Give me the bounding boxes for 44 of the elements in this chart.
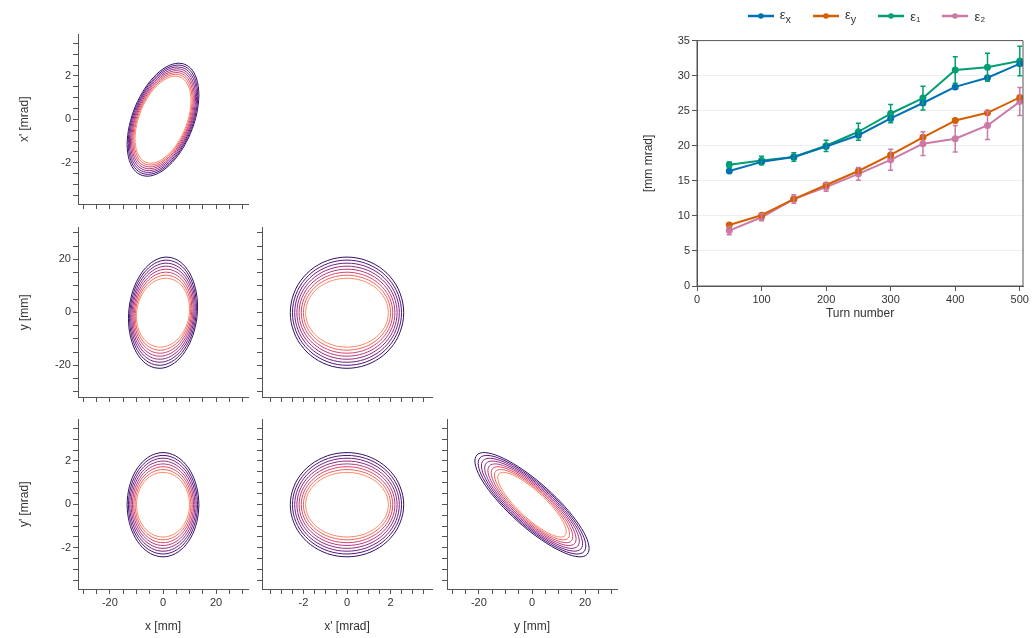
x-axis-title: y [mm] bbox=[514, 619, 550, 634]
x-tick-label: 300 bbox=[881, 292, 900, 305]
y-tick-label: 20 bbox=[677, 138, 690, 151]
y-tick-label: 5 bbox=[683, 243, 690, 256]
y-tick-label: 10 bbox=[677, 208, 690, 221]
y-tick-label: 0 bbox=[683, 279, 690, 292]
y-tick-label: 35 bbox=[677, 33, 690, 46]
x-tick-label: 400 bbox=[946, 292, 965, 305]
y-tick-label: 0 bbox=[64, 305, 71, 318]
x-tick-label: 20 bbox=[579, 595, 592, 608]
y-tick-label: 0 bbox=[64, 497, 71, 510]
x-axis-title: x' [mrad] bbox=[324, 619, 370, 634]
y-axis-title: [mm mrad] bbox=[640, 134, 655, 192]
x-tick-label: 500 bbox=[1010, 292, 1029, 305]
x-tick-label: -2 bbox=[298, 595, 309, 608]
y-tick-label: 2 bbox=[64, 68, 71, 81]
legend-label: ε₂ bbox=[974, 8, 986, 24]
y-tick-label: -20 bbox=[55, 358, 71, 371]
x-tick-label: 0 bbox=[343, 595, 351, 608]
y-tick-label: 20 bbox=[58, 252, 71, 265]
x-tick-label: 100 bbox=[752, 292, 771, 305]
y-tick-label: -2 bbox=[61, 155, 71, 168]
legend-label: ε$_{x}$ bbox=[779, 7, 791, 25]
y-tick-label: 30 bbox=[677, 68, 690, 81]
y-tick-label: 25 bbox=[677, 103, 690, 116]
x-tick-label: 20 bbox=[210, 595, 223, 608]
y-axis-title: y' [mrad] bbox=[16, 481, 31, 528]
x-tick-label: -20 bbox=[101, 595, 118, 608]
x-axis-title: x [mm] bbox=[145, 619, 181, 634]
x-axis-title: Turn number bbox=[825, 306, 895, 321]
x-tick-label: 2 bbox=[387, 595, 394, 608]
x-tick-label: 0 bbox=[693, 292, 701, 305]
x-tick-label: -20 bbox=[470, 595, 487, 608]
y-tick-label: 15 bbox=[677, 173, 690, 186]
y-tick-label: 0 bbox=[64, 112, 71, 125]
y-tick-label: -2 bbox=[61, 540, 71, 553]
x-tick-label: 0 bbox=[528, 595, 536, 608]
y-axis-title: x' [mrad] bbox=[16, 96, 31, 143]
legend-label: ε$_{y}$ bbox=[844, 7, 857, 25]
y-axis-title: y [mm] bbox=[16, 294, 31, 331]
legend-label: ε₁ bbox=[910, 8, 921, 24]
y-tick-label: 2 bbox=[64, 453, 71, 466]
x-tick-label: 200 bbox=[816, 292, 836, 305]
x-tick-label: 0 bbox=[159, 595, 167, 608]
